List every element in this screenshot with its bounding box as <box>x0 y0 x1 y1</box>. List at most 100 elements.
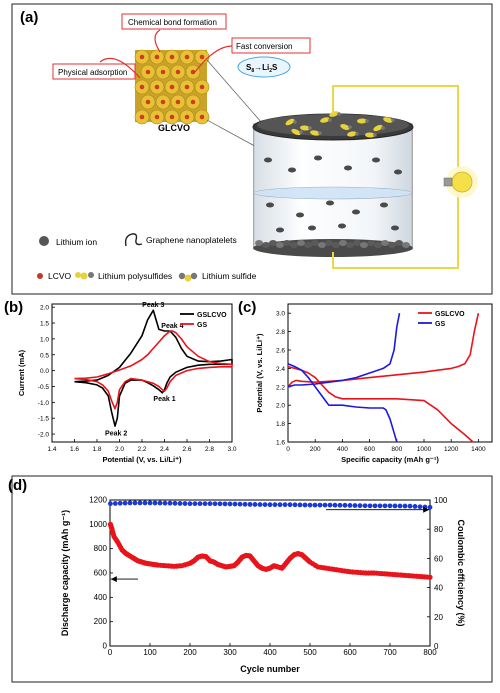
efficiency-point <box>242 501 248 507</box>
y-tick-label: -1.5 <box>38 416 50 423</box>
x-tick-label: 0 <box>108 648 113 657</box>
efficiency-point <box>108 501 113 507</box>
x-tick-label: 800 <box>391 446 402 453</box>
x-tick-label: 2.2 <box>137 446 146 453</box>
lithium-sulfide-particle <box>311 240 319 246</box>
x-tick-label: 3.0 <box>227 446 236 453</box>
legend-lcvo: LCVO <box>37 271 72 281</box>
efficiency-point <box>267 502 273 508</box>
y-tick-label: 1200 <box>89 496 107 505</box>
polysulfide-chain <box>383 117 393 123</box>
x-axis-label: Potential (V, vs. Li/Li⁺) <box>102 455 182 464</box>
efficiency-point <box>127 500 133 506</box>
polysulfide-end <box>373 133 377 137</box>
x-tick-label: 1000 <box>417 446 432 453</box>
zoom-line-top <box>206 59 263 124</box>
efficiency-point <box>212 501 218 507</box>
y-tick-label: 0.5 <box>40 352 49 359</box>
y2-tick-label: 20 <box>434 613 443 622</box>
x-tick-label: 1.6 <box>70 446 79 453</box>
efficiency-point <box>157 500 163 506</box>
efficiency-point <box>322 502 328 508</box>
y-tick-label: -1.0 <box>38 400 50 407</box>
polysulfide-chain <box>347 131 357 137</box>
polysulfide-end <box>308 126 312 130</box>
svg-text:Lithium sulfide: Lithium sulfide <box>202 271 257 281</box>
lithium-sulfide-particle <box>332 242 340 248</box>
lithium-sulfide-particle <box>374 242 382 248</box>
x-tick-label: 400 <box>337 446 348 453</box>
lithium-sulfide-particle <box>318 242 326 248</box>
x-tick-label: 0 <box>286 446 290 453</box>
lithium-sulfide-particle <box>402 242 410 248</box>
peak-annotation: Peak 1 <box>153 396 175 403</box>
x-tick-label: 400 <box>263 648 277 657</box>
grain-core <box>160 99 166 105</box>
grain-core <box>175 99 181 105</box>
callout-arrow-physical <box>99 57 141 79</box>
efficiency-point <box>237 501 243 507</box>
lithium-ions <box>264 155 402 233</box>
lithium-ion <box>372 157 380 163</box>
lithium-ion <box>314 155 322 161</box>
panel-b-label: (b) <box>4 299 23 316</box>
efficiency-point <box>207 501 213 507</box>
lithium-sulfide-particle <box>276 242 284 248</box>
efficiency-point <box>302 502 308 508</box>
lithium-sulfide-particle <box>346 242 354 248</box>
y-tick-label: 1.8 <box>276 421 285 428</box>
polysulfide-end <box>348 125 352 129</box>
efficiency-point <box>222 501 228 507</box>
y-tick-label: 200 <box>94 617 108 626</box>
x-tick-label: 2.6 <box>182 446 191 453</box>
lithium-sulfide-particle <box>325 240 333 246</box>
lithium-ion <box>308 225 316 231</box>
polysulfide-end <box>381 126 385 130</box>
efficiency-point <box>152 500 158 506</box>
polysulfide-end <box>299 130 303 134</box>
polysulfide-chain <box>285 118 295 126</box>
grain-core <box>190 99 196 105</box>
y-tick-label: 0 <box>103 642 108 651</box>
chemical-bond-text: Chemical bond formation <box>128 18 217 27</box>
y-tick-label: 0.0 <box>40 368 49 375</box>
efficiency-point <box>292 502 298 508</box>
x-tick-label: 200 <box>183 648 197 657</box>
lithium-sulfide-particle <box>360 242 368 248</box>
x-tick-label: 2.8 <box>205 446 214 453</box>
efficiency-point <box>172 500 178 506</box>
y-tick-label: -2.0 <box>38 432 50 439</box>
efficiency-point <box>407 503 413 509</box>
peak-annotation: Peak 2 <box>105 431 127 438</box>
efficiency-point <box>192 501 198 507</box>
left-axis-arrowhead <box>110 576 117 583</box>
cathode-polysulfides <box>285 111 395 138</box>
lithium-ion <box>380 202 388 208</box>
y-tick-label: -0.5 <box>38 384 50 391</box>
y-tick-label: 2.2 <box>276 384 285 391</box>
physical-adsorption-callout: Physical adsorption <box>52 63 136 80</box>
grain-core <box>139 114 145 120</box>
glcvo-grain-block <box>134 49 210 125</box>
polysulfide-end <box>391 118 395 122</box>
grain-core <box>199 54 205 60</box>
zoom-line-bottom <box>206 119 263 151</box>
separator <box>253 186 413 200</box>
y-tick-label: 1000 <box>89 520 107 529</box>
efficiency-point <box>252 502 258 507</box>
x-tick-label: 2.4 <box>160 446 169 453</box>
polysulfide-chain <box>300 125 310 131</box>
x-tick-label: 1.4 <box>47 446 56 453</box>
efficiency-point <box>132 500 138 506</box>
grain-core <box>139 54 145 60</box>
polysulfide-end <box>337 112 341 116</box>
legend-graphene: Graphene nanoplatelets <box>124 233 237 247</box>
lithium-ion <box>391 225 399 231</box>
legend-label: GSLCVO <box>435 311 465 318</box>
curve-gslcvo-discharge <box>287 365 474 443</box>
efficiency-point <box>162 500 168 506</box>
efficiency-point <box>187 501 193 507</box>
polysulfide-chain <box>373 124 383 132</box>
legend-label: GSLCVO <box>197 312 227 319</box>
circuit-wire <box>332 85 459 168</box>
